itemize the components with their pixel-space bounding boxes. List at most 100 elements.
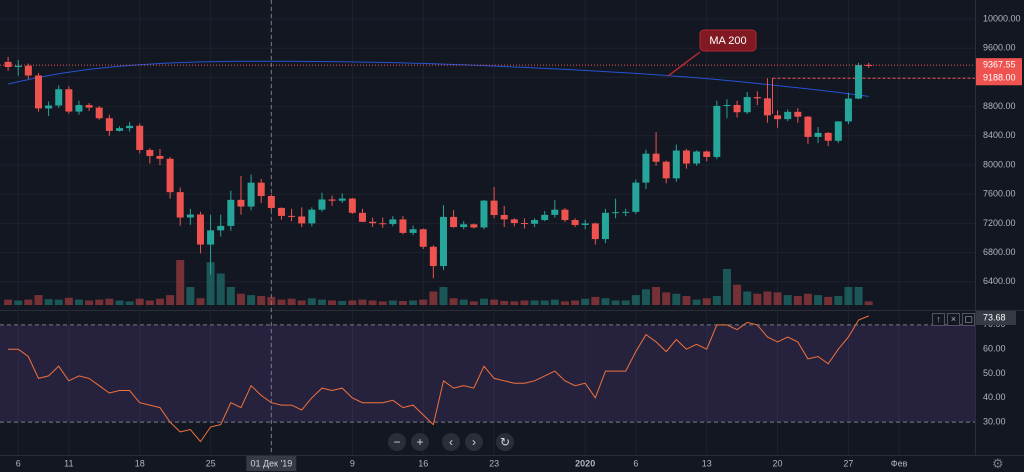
y-tick-label: 6800.00 (983, 247, 1016, 257)
volume-bar (388, 300, 397, 305)
volume-bar (358, 299, 367, 305)
volume-bar (429, 291, 438, 305)
candle-body (642, 153, 650, 183)
candle-body (318, 199, 326, 210)
candle-body (105, 118, 113, 131)
volume-bar (348, 300, 357, 305)
volume-bar (74, 299, 83, 305)
volume-bar (550, 299, 559, 305)
ma-line (7, 60, 869, 97)
candle-body (308, 209, 316, 224)
candle-body (601, 212, 609, 240)
candle-body (45, 105, 53, 109)
volume-bar (722, 269, 731, 305)
rsi-last-label: 73.68 (983, 312, 1006, 322)
x-tick-label: 18 (135, 458, 145, 468)
candle-body (237, 199, 245, 207)
volume-bar (682, 296, 691, 305)
volume-bar (287, 298, 296, 305)
volume-bar (641, 289, 650, 305)
candle-body (682, 150, 690, 164)
candle-body (247, 182, 255, 207)
y-tick-label: 60.00 (983, 344, 1006, 354)
candle-body (186, 214, 194, 218)
candle-body (733, 104, 741, 113)
volume-bar (338, 300, 347, 305)
candle-body (531, 220, 539, 224)
x-tick-label: 01 Дек '19 (250, 458, 292, 468)
volume-bar (824, 296, 833, 305)
candle-body (844, 98, 852, 122)
y-tick-label: 7600.00 (983, 189, 1016, 199)
y-tick-label: 50.00 (983, 368, 1006, 378)
y-tick-label: 6400.00 (983, 276, 1016, 286)
volume-bar (510, 301, 519, 305)
zoom-in-button[interactable]: + (411, 433, 429, 451)
volume-bar (469, 301, 478, 305)
candle-body (156, 155, 164, 159)
candle-body (328, 199, 336, 201)
volume-bar (14, 300, 23, 305)
candle-body (267, 196, 275, 208)
y-tick-label: 8800.00 (983, 101, 1016, 111)
candle-body (693, 151, 701, 164)
settings-button[interactable]: ⚙ (992, 456, 1004, 471)
candle-body (500, 215, 508, 220)
rsi-band (0, 324, 975, 423)
pane-close-button[interactable]: × (947, 313, 960, 326)
volume-bar (186, 287, 195, 305)
candle-body (409, 229, 417, 233)
volume-bar (581, 298, 590, 305)
candle-body (581, 223, 589, 225)
candle-body (774, 115, 782, 120)
scroll-right-button[interactable]: › (465, 433, 483, 451)
x-tick-label: 11 (64, 458, 73, 468)
candle-body (379, 223, 387, 225)
candle-body (450, 216, 458, 228)
candle-body (288, 215, 296, 217)
candle-body (571, 220, 579, 225)
volume-bar (803, 293, 812, 305)
volume-bar (419, 299, 428, 305)
volume-bar (216, 273, 225, 305)
candle-body (399, 219, 407, 233)
x-tick-label: 16 (418, 458, 428, 468)
volume-bar (621, 300, 630, 305)
y-tick-label: 40.00 (983, 392, 1006, 402)
last-price-label: 9367.55 (983, 60, 1016, 70)
candle-body (753, 97, 761, 99)
x-tick-label: 23 (489, 458, 499, 468)
volume-bar (115, 300, 124, 305)
candle-body (855, 64, 863, 99)
volume-bar (4, 299, 13, 305)
pane-maximize-button[interactable]: ▢ (962, 313, 975, 326)
volume-bar (24, 299, 33, 305)
volume-bar (236, 293, 245, 305)
candle-body (14, 65, 22, 68)
candle-body (460, 224, 468, 228)
volume-bar (257, 296, 266, 305)
pane-up-button[interactable]: ↑ (932, 313, 945, 326)
level-label-bg (976, 71, 1022, 86)
candle-body (95, 107, 103, 119)
candle-body (834, 121, 842, 141)
candle-body (763, 98, 771, 116)
volume-bar (783, 295, 792, 305)
volume-bar (398, 300, 407, 305)
volume-bar (449, 298, 458, 305)
scroll-left-button[interactable]: ‹ (442, 433, 460, 451)
candle-body (338, 198, 346, 201)
candle-body (490, 200, 498, 216)
reset-button[interactable]: ↻ (496, 433, 514, 451)
volume-bar (64, 297, 73, 305)
zoom-out-button[interactable]: − (388, 433, 406, 451)
candle-body (561, 209, 569, 221)
x-tick-label: 20 (773, 458, 783, 468)
y-tick-label: 8400.00 (983, 130, 1016, 140)
volume-bar (702, 298, 711, 305)
y-tick-label: 30.00 (983, 417, 1006, 427)
volume-bar (378, 301, 387, 305)
volume-bar (307, 298, 316, 305)
